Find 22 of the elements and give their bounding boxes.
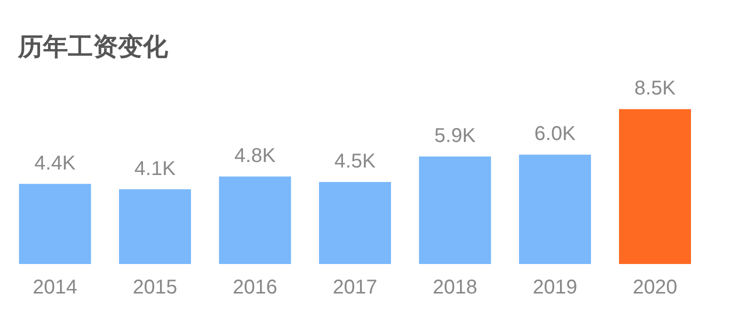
bar	[19, 184, 91, 264]
data-label: 6.0K	[534, 123, 576, 146]
x-tick-label: 2017	[332, 276, 378, 299]
data-label: 4.8K	[234, 145, 276, 168]
x-tick-label: 2019	[532, 276, 578, 299]
bar	[319, 182, 391, 264]
bar	[119, 189, 191, 264]
x-tick-label: 2018	[432, 276, 478, 299]
x-tick-label: 2016	[232, 276, 278, 299]
data-label: 5.9K	[434, 125, 476, 148]
data-label: 8.5K	[634, 78, 676, 100]
chart-title: 历年工资变化	[18, 31, 168, 63]
bar	[619, 109, 691, 264]
bar	[219, 176, 291, 264]
bar	[519, 154, 591, 264]
data-label: 4.1K	[134, 158, 176, 180]
bar	[419, 156, 491, 264]
x-tick-label: 2014	[32, 276, 78, 299]
data-label: 4.5K	[334, 150, 376, 173]
x-tick-label: 2015	[132, 276, 178, 299]
x-tick-label: 2020	[632, 276, 678, 299]
data-label: 4.4K	[34, 152, 76, 174]
